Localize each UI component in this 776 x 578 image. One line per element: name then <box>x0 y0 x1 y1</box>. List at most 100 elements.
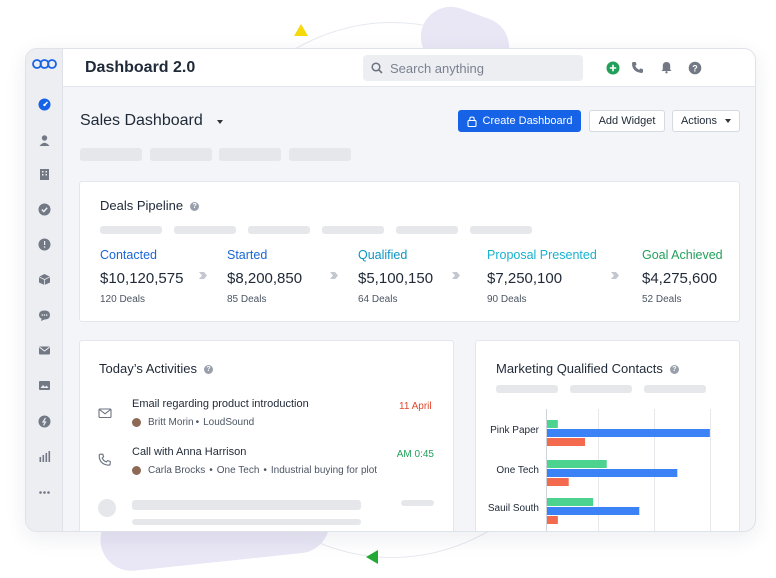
phone-button[interactable] <box>630 60 645 75</box>
stage-deals: 85 Deals <box>227 294 267 305</box>
dashboard-icon <box>38 98 50 110</box>
placeholder-line <box>174 226 236 234</box>
sidebar-item-more[interactable] <box>36 484 52 500</box>
placeholder-line <box>496 385 558 393</box>
user-avatar[interactable] <box>755 57 756 78</box>
companies-icon <box>39 168 49 180</box>
chevron-right-icon <box>611 272 619 279</box>
green-triangle-decoration <box>366 550 378 564</box>
placeholder-line <box>470 226 532 234</box>
chart-bar[interactable] <box>547 507 640 515</box>
search-input[interactable] <box>390 60 570 76</box>
pipeline-stage[interactable]: Started $8,200,850 85 Deals <box>227 248 302 305</box>
placeholder-tab <box>80 148 142 161</box>
logo-icon[interactable] <box>32 58 57 70</box>
stage-value: $10,120,575 <box>100 270 184 287</box>
stage-label: Proposal Presented <box>487 248 597 262</box>
sidebar-item-dashboard[interactable] <box>36 96 52 112</box>
chart-bar[interactable] <box>547 498 594 506</box>
deals-pipeline-card: Deals Pipeline? Contacted $10,120,575 12… <box>79 181 740 322</box>
stage-deals: 120 Deals <box>100 294 146 305</box>
add-button[interactable] <box>605 60 620 75</box>
stage-label: Contacted <box>100 248 157 262</box>
create-dashboard-button[interactable]: Create Dashboard <box>458 110 581 132</box>
chart-bar[interactable] <box>547 420 558 428</box>
chat-icon <box>38 310 50 321</box>
activity-person: Carla Brocks <box>148 465 206 476</box>
stage-deals: 90 Deals <box>487 294 527 305</box>
category-label: Pink Paper <box>490 425 539 436</box>
chart-bar[interactable] <box>547 460 607 468</box>
chart-bar[interactable] <box>547 469 678 477</box>
stage-value: $5,100,150 <box>358 270 434 287</box>
placeholder-line <box>570 385 632 393</box>
sidebar-item-deals[interactable] <box>36 201 52 217</box>
deals-pipeline-title: Deals Pipeline <box>100 198 184 213</box>
bar-chart <box>546 409 711 531</box>
notifications-button[interactable] <box>659 60 674 75</box>
sidebar-item-products[interactable] <box>36 271 52 287</box>
svg-text:?: ? <box>692 63 698 73</box>
avatar <box>132 466 141 475</box>
sidebar-item-reports[interactable] <box>36 236 52 252</box>
activity-company: LoudSound <box>203 417 255 428</box>
stage-value: $8,200,850 <box>227 270 303 287</box>
help-icon[interactable]: ? <box>190 202 200 212</box>
chart-bar[interactable] <box>547 429 710 437</box>
activity-meta: Britt Morin • LoudSound <box>132 417 254 428</box>
sidebar-item-mail[interactable] <box>36 342 52 358</box>
chart-bar[interactable] <box>547 478 569 486</box>
avatar-image <box>755 57 756 78</box>
placeholder-line <box>401 500 434 506</box>
yellow-triangle-decoration <box>294 24 308 36</box>
stage-deals: 64 Deals <box>358 294 398 305</box>
placeholder-line <box>322 226 384 234</box>
pipeline-stage[interactable]: Qualified $5,100,150 64 Deals <box>358 248 433 305</box>
page-title[interactable]: Sales Dashboard <box>80 112 203 129</box>
activity-date: 11 April <box>399 401 432 412</box>
help-icon: ? <box>688 61 701 74</box>
chart-bar[interactable] <box>547 438 585 446</box>
chevron-down-icon <box>725 119 732 123</box>
deals-icon <box>38 203 50 215</box>
activity-company: One Tech <box>216 465 260 476</box>
placeholder-line <box>132 519 361 525</box>
sidebar-item-analytics[interactable] <box>36 448 52 464</box>
activity-item[interactable]: Email regarding product introduction Bri… <box>98 397 438 437</box>
mail-icon <box>38 346 50 354</box>
sidebar-item-chat[interactable] <box>36 307 52 323</box>
chart-bar[interactable] <box>547 516 558 524</box>
top-bar: Dashboard 2.0 ? <box>63 49 755 87</box>
help-icon[interactable]: ? <box>204 365 214 375</box>
phone-icon <box>632 62 643 73</box>
placeholder-line <box>100 226 162 234</box>
placeholder-tab <box>150 148 212 161</box>
pipeline-stage[interactable]: Goal Achieved $4,275,600 52 Deals <box>642 248 723 305</box>
sidebar-item-billing[interactable] <box>36 413 52 429</box>
card-title: Today’s Activities? <box>99 361 214 376</box>
activity-date: 0:45 AM <box>396 449 434 460</box>
lock-icon <box>466 115 477 127</box>
mail-icon <box>98 408 112 419</box>
activity-meta: Carla Brocks • One Tech • Industrial buyin… <box>132 465 390 476</box>
actions-button[interactable]: Actions <box>672 110 740 132</box>
sidebar-item-contacts[interactable] <box>36 132 52 148</box>
more-icon <box>38 490 50 494</box>
chevron-right-icon <box>330 272 338 279</box>
activities-card: Today’s Activities? Email regarding prod… <box>79 340 454 531</box>
add-widget-button[interactable]: Add Widget <box>589 110 665 132</box>
help-icon[interactable]: ? <box>669 365 679 375</box>
stage-value: $7,250,100 <box>487 270 563 287</box>
category-label: One Tech <box>496 465 539 476</box>
chevron-down-icon[interactable] <box>217 120 223 124</box>
help-button[interactable]: ? <box>687 60 702 75</box>
pipeline-stage[interactable]: Proposal Presented $7,250,100 90 Deals <box>487 248 597 305</box>
sidebar-item-companies[interactable] <box>36 166 52 182</box>
reports-icon <box>38 238 50 250</box>
pipeline-stage[interactable]: Contacted $10,120,575 120 Deals <box>100 248 183 305</box>
chevron-right-icon <box>199 272 207 279</box>
placeholder-tab <box>219 148 281 161</box>
search-box[interactable] <box>363 55 583 81</box>
sidebar-item-inbox[interactable] <box>36 377 52 393</box>
activity-item[interactable]: Call with Anna Harrison Carla Brocks • On… <box>98 445 438 485</box>
